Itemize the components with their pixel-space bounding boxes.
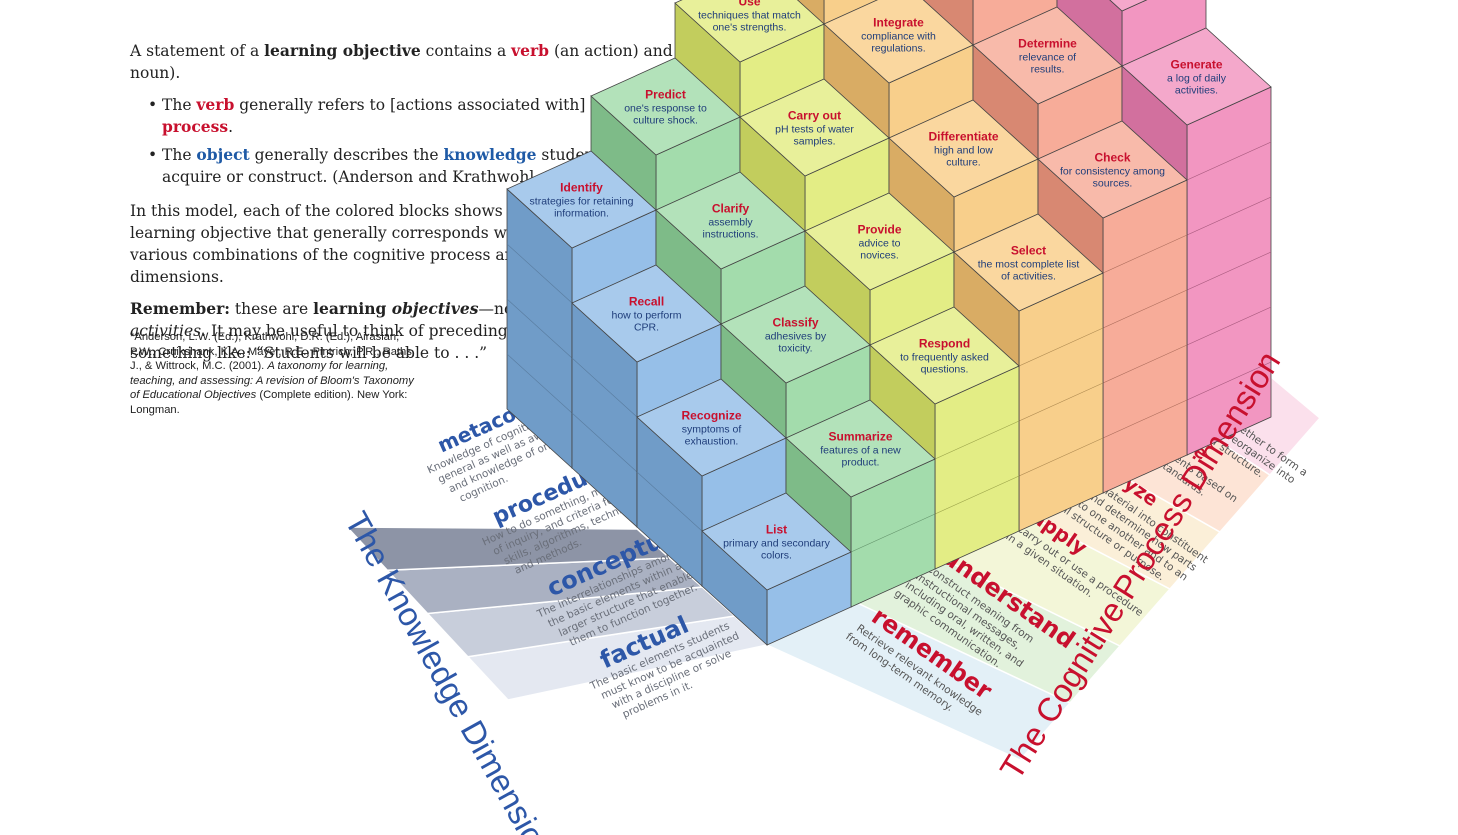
block-object: exhaustion. <box>685 436 739 448</box>
block-top-face <box>1121 27 1272 126</box>
block-top-face <box>739 78 890 177</box>
block-verb: Predict <box>645 88 686 102</box>
block-object: instructions. <box>702 229 758 241</box>
block-object: assembly <box>708 217 753 229</box>
block-verb: Summarize <box>828 430 892 444</box>
block-object: of activities. <box>1001 271 1056 283</box>
block-object: information. <box>554 208 609 220</box>
block-verb: Use <box>738 0 760 9</box>
block-object: samples. <box>793 136 835 148</box>
block-top-face <box>720 285 871 384</box>
blocks-layer: Createan innovative learningportfolio.Re… <box>506 0 1272 646</box>
block-object: colors. <box>761 550 792 562</box>
block-object: to frequently asked <box>900 352 989 364</box>
block-top-face <box>953 213 1104 312</box>
block-top-face <box>674 0 825 63</box>
block-top-face <box>636 378 787 477</box>
knowledge-strip-metacognitive <box>345 526 672 572</box>
block-top-face <box>869 306 1020 405</box>
block-object: strategies for retaining <box>530 196 634 208</box>
block-object: pH tests of water <box>775 124 854 136</box>
block-top-face <box>823 0 974 84</box>
block-object: the most complete list <box>978 259 1080 271</box>
block-verb: Recognize <box>681 409 741 423</box>
block-object: a log of daily <box>1167 73 1227 85</box>
block-verb: List <box>766 523 787 537</box>
block-verb: Identify <box>560 181 603 195</box>
block-object: regulations. <box>871 43 925 55</box>
block-object: results. <box>1031 64 1065 76</box>
block-object: culture shock. <box>633 115 698 127</box>
block-object: questions. <box>921 364 969 376</box>
block-object: CPR. <box>634 322 659 334</box>
block-object: for consistency among <box>1060 166 1165 178</box>
block-object: high and low <box>934 145 993 157</box>
block-top-face <box>655 171 806 270</box>
block-object: activities. <box>1175 85 1218 97</box>
block-verb: Respond <box>919 337 970 351</box>
block-top-face <box>590 57 741 156</box>
block-object: sources. <box>1093 178 1133 190</box>
block-top-face <box>1037 120 1188 219</box>
block-verb: Check <box>1094 151 1130 165</box>
block-verb: Recall <box>629 295 664 309</box>
block-top-face <box>571 264 722 363</box>
block-verb: Carry out <box>788 109 841 123</box>
citation: *Anderson, L.W. (Ed.), Krathwohl, D.R. (… <box>130 331 415 416</box>
block-object: toxicity. <box>778 343 812 355</box>
block-object: symptoms of <box>682 424 742 436</box>
block-top-face <box>701 492 852 591</box>
block-verb: Integrate <box>873 16 924 30</box>
block-top-face <box>785 399 936 498</box>
block-object: features of a new <box>820 445 901 457</box>
block-object: compliance with <box>861 31 936 43</box>
block-verb: Provide <box>857 223 901 237</box>
model-paragraph: In this model, each of the colored block… <box>130 202 632 286</box>
block-object: how to perform <box>611 310 681 322</box>
block-verb: Clarify <box>712 202 750 216</box>
block-object: one's response to <box>624 103 707 115</box>
block-top-face <box>506 150 657 249</box>
block-top-face <box>804 192 955 291</box>
block-top-face <box>972 6 1123 105</box>
block-object: culture. <box>946 157 980 169</box>
block-verb: Select <box>1011 244 1046 258</box>
block-object: product. <box>842 457 880 469</box>
block-top-face <box>1109 0 1148 12</box>
block-verb: Differentiate <box>928 130 998 144</box>
block-verb: Determine <box>1018 37 1077 51</box>
block-object: novices. <box>860 250 899 262</box>
block-top-face <box>888 99 1039 198</box>
block-object: relevance of <box>1019 52 1076 64</box>
block-object: adhesives by <box>765 331 827 343</box>
block-verb: Generate <box>1170 58 1222 72</box>
block-object: advice to <box>858 238 900 250</box>
block-object: one's strengths. <box>713 22 787 34</box>
block-verb: Classify <box>772 316 818 330</box>
block-object: techniques that match <box>698 10 801 22</box>
block-object: primary and secondary <box>723 538 831 550</box>
block-front-face <box>1102 179 1188 494</box>
